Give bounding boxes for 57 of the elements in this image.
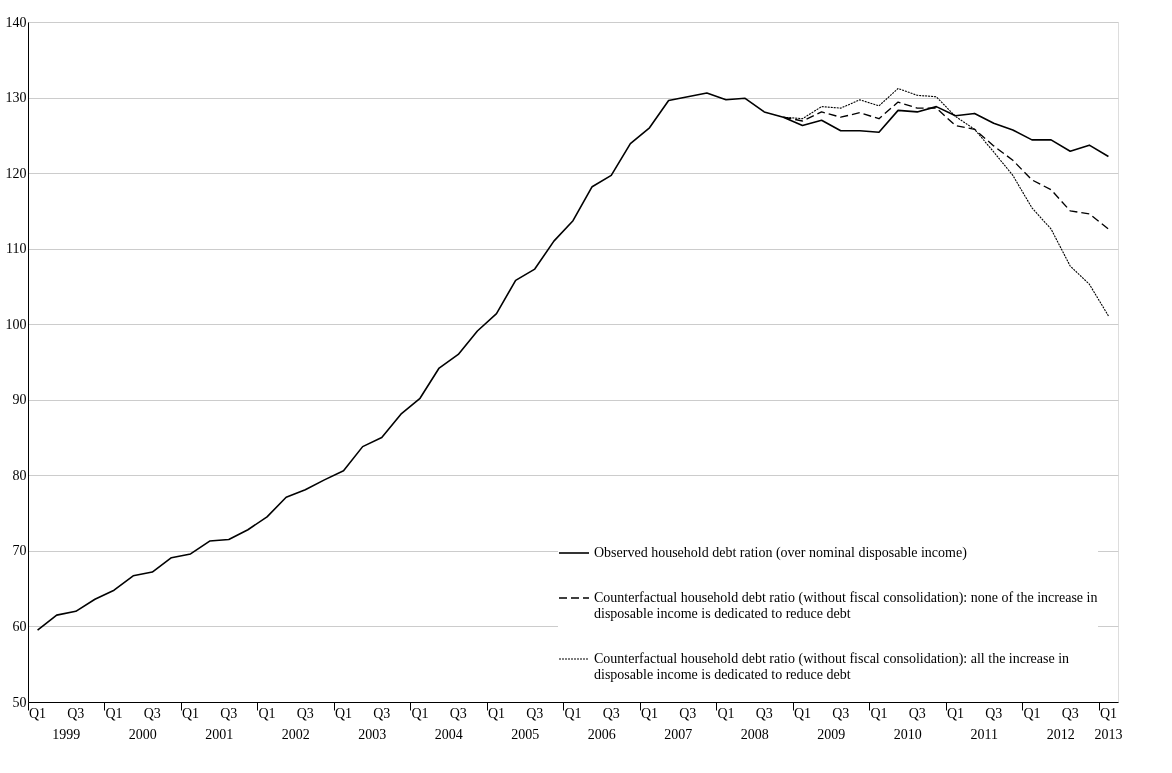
x-tick-label: Q3 [67,706,85,721]
y-tick-label: 80 [12,467,27,483]
text: 2010 [893,727,922,742]
legend-label: Counterfactual household debt ratio (without fiscal consolidation): all the increase in disposable income is dedicated to reduce debt [594,651,1070,682]
y-tick-label: 130 [5,90,27,106]
x-tick-label: Q1 [1099,706,1117,721]
text: 2000 [128,727,157,742]
text: 2008 [740,727,769,742]
y-tick-label: 120 [5,165,27,181]
x-tick-label: Q3 [373,706,391,721]
x-tick-label: Q1 [717,706,735,721]
x-tick-label: Q1 [105,706,123,721]
y-tick-label: 140 [5,14,27,30]
text: 2012 [1046,727,1075,742]
x-tick-label: Q1 [946,706,965,721]
y-tick-label: 110 [6,241,27,257]
x-tick-label: Q3 [526,706,544,721]
y-tick-label: 50 [12,694,27,710]
x-tick-label: Q3 [143,706,161,721]
text: 1999 [52,727,81,742]
y-tick-label: 60 [12,618,27,634]
y-tick-label: 100 [5,316,27,332]
x-tick-label: Q3 [755,706,773,721]
text: 2004 [434,727,463,742]
text: 2006 [587,727,616,742]
x-tick-label: Q1 [29,706,47,721]
text: 2009 [817,727,846,742]
x-tick-label: Q3 [449,706,467,721]
x-tick-label: Q3 [832,706,850,721]
x-tick-label: Q3 [296,706,314,721]
legend-label: Observed household debt ration (over nominal disposable income) [594,545,968,561]
x-tick-label: Q1 [411,706,429,721]
x-tick-label: Q3 [220,706,238,721]
x-tick-label: Q1 [1023,706,1041,721]
x-tick-label: Q1 [334,706,353,721]
x-tick-label: Q3 [908,706,926,721]
text: 2005 [511,727,540,742]
x-tick-label: Q3 [679,706,697,721]
text: 2013 [1094,727,1123,742]
x-tick-label: Q3 [1061,706,1079,721]
x-tick-label: Q1 [640,706,659,721]
text: 2007 [664,727,693,742]
x-tick-label: Q1 [870,706,888,721]
text: 2002 [281,727,310,742]
x-tick-label: Q1 [793,706,812,721]
x-tick-label: Q3 [985,706,1003,721]
x-tick-label: Q1 [487,706,506,721]
x-tick-label: Q1 [258,706,276,721]
x-tick-label: Q1 [181,706,200,721]
text: 2003 [358,727,387,742]
x-tick-label: Q3 [602,706,620,721]
text: 2011 [970,727,998,742]
x-tick-label: Q1 [564,706,582,721]
text: 2001 [205,727,234,742]
y-tick-label: 90 [12,392,27,408]
y-tick-label: 70 [12,543,27,559]
legend-label: Counterfactual household debt ratio (without fiscal consolidation): none of the increase in disposable income is dedicated to reduce debt [594,590,1098,621]
